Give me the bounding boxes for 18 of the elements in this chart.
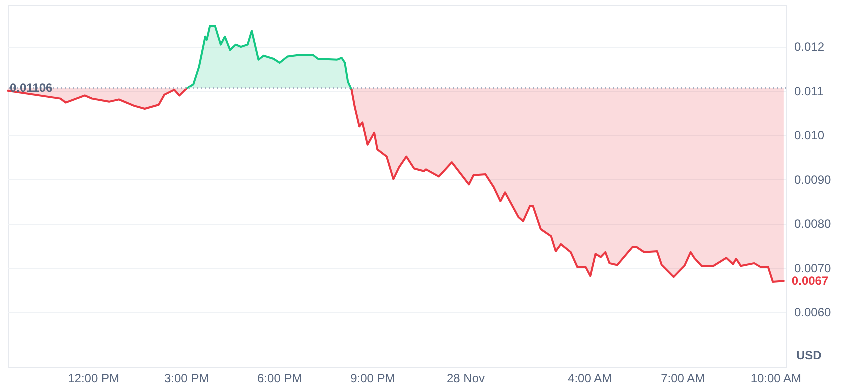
x-tick-label: 10:00 AM	[750, 372, 802, 386]
y-tick-label: 0.011	[794, 84, 824, 98]
y-tick-label: 0.0060	[794, 306, 832, 320]
y-tick-label: 0.0070	[794, 261, 832, 276]
x-tick-label: 7:00 AM	[661, 372, 706, 386]
x-tick-label: 6:00 PM	[258, 372, 302, 386]
x-tick-label: 12:00 PM	[68, 372, 120, 386]
x-tick-label: 28 Nov	[446, 372, 486, 386]
annotation: 0.0067	[792, 274, 829, 288]
x-tick-label: 3:00 PM	[164, 372, 210, 386]
x-tick-label: 9:00 PM	[350, 372, 396, 386]
y-tick-label: 0.010	[794, 128, 825, 143]
x-tick-label: 4:00 AM	[568, 372, 612, 386]
y-tick-label: 0.012	[794, 40, 825, 54]
y-tick-label: 0.0090	[794, 172, 832, 187]
y-axis-title: USD	[796, 348, 822, 362]
ref-line-label: 0.01106	[10, 81, 54, 96]
y-tick-label: 0.0080	[794, 217, 832, 232]
